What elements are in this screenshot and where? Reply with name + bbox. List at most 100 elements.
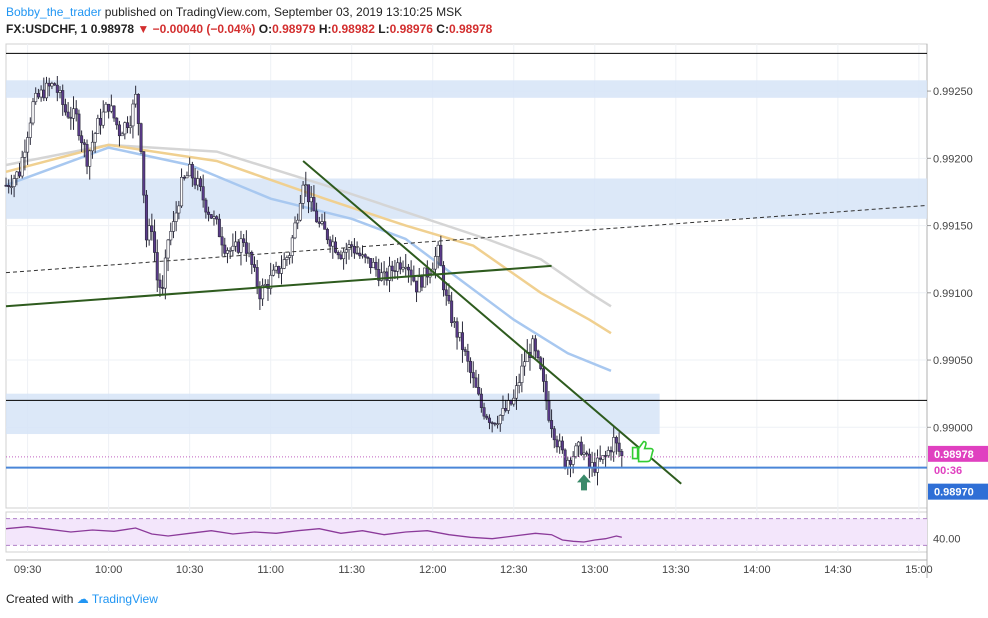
candle-body	[393, 270, 397, 272]
candle-body	[263, 284, 267, 286]
rsi-line	[5, 526, 622, 543]
candle-body	[506, 400, 510, 411]
change-value: −0.00040 (−0.04%)	[152, 22, 256, 36]
candle-body	[296, 219, 300, 224]
candle-body	[150, 225, 154, 232]
tradingview-brand[interactable]: TradingView	[91, 592, 158, 606]
footer: Created with ☁ TradingView	[6, 592, 158, 606]
candle-body	[123, 122, 127, 135]
candle-body	[585, 452, 589, 455]
candle-body	[342, 251, 346, 260]
candle-body	[512, 397, 516, 405]
candle-body	[90, 141, 94, 152]
candle-body	[80, 135, 84, 144]
candle-body	[509, 400, 513, 405]
candle-body	[36, 93, 40, 98]
trendline	[5, 264, 552, 308]
candle-body	[115, 117, 119, 126]
candle-body	[72, 108, 76, 119]
candle-body	[504, 408, 508, 411]
candle-body	[28, 122, 32, 138]
candle-body	[134, 93, 138, 105]
candle-body	[252, 264, 256, 268]
candle-body	[193, 177, 197, 186]
candle-body	[250, 251, 254, 265]
candle-body	[415, 280, 419, 293]
candle-body	[93, 133, 97, 143]
candle-body	[312, 197, 316, 212]
candle-body	[242, 238, 246, 243]
tradingview-logo-icon[interactable]: ☁	[76, 592, 89, 606]
main-pane-border	[5, 43, 928, 509]
candle-body	[139, 123, 143, 152]
candle-body	[23, 151, 27, 158]
publish-info: Bobby_the_trader published on TradingVie…	[6, 4, 926, 21]
moving-average-line	[5, 143, 612, 308]
trendline	[302, 160, 682, 485]
candle-body	[74, 108, 78, 115]
moving-average-line	[5, 143, 612, 335]
candle-body	[231, 245, 235, 251]
candle-body	[377, 269, 381, 281]
candle-body	[595, 457, 599, 473]
candle-body	[285, 257, 289, 260]
candle-body	[69, 116, 73, 119]
last-price-badge: 0.98978	[934, 449, 974, 461]
candle-body	[417, 276, 421, 293]
time-tick-label: 13:00	[581, 564, 609, 576]
candle-body	[18, 171, 22, 177]
last-price-value: 0.98978	[90, 22, 135, 36]
candle-body	[304, 184, 308, 187]
time-tick-label: 10:00	[95, 564, 123, 576]
candle-body	[369, 258, 373, 269]
candle-body	[204, 199, 208, 213]
candle-body	[571, 456, 575, 465]
time-tick-label: 12:30	[500, 564, 528, 576]
candle-body	[550, 420, 554, 430]
candle-body	[388, 265, 392, 281]
candle-body	[47, 82, 51, 87]
candle-body	[501, 408, 505, 416]
candle-body	[166, 239, 170, 259]
candle-body	[568, 460, 572, 465]
candle-body	[169, 231, 173, 241]
candle-body	[282, 259, 286, 269]
candle-body	[460, 332, 464, 350]
candle-body	[436, 244, 440, 257]
candle-body	[317, 221, 321, 224]
candle-body	[355, 252, 359, 255]
countdown-badge: 00:36	[934, 465, 962, 477]
markers	[576, 440, 654, 491]
candle-body	[198, 178, 202, 187]
candle-body	[255, 267, 259, 287]
time-tick-label: 10:30	[176, 564, 204, 576]
high-label: H:	[318, 22, 332, 36]
candle-body	[533, 338, 537, 352]
candle-body	[126, 122, 130, 128]
candle-body	[301, 184, 305, 204]
candle-body	[334, 241, 338, 253]
candle-body	[579, 441, 583, 455]
chart-header: Bobby_the_trader published on TradingVie…	[6, 4, 926, 37]
author-name[interactable]: Bobby_the_trader	[6, 5, 102, 19]
candle-body	[452, 321, 456, 324]
candle-body	[566, 460, 570, 468]
candle-body	[228, 250, 232, 252]
candle-body	[325, 229, 329, 241]
candle-body	[406, 266, 410, 271]
candle-body	[158, 279, 162, 288]
candle-body	[225, 250, 229, 254]
close-value: 0.98978	[448, 22, 493, 36]
candle-body	[493, 422, 497, 425]
time-tick-label: 15:00	[905, 564, 933, 576]
candle-body	[155, 252, 159, 281]
candle-body	[104, 103, 108, 113]
candle-body	[236, 241, 240, 253]
rsi-pane	[5, 518, 927, 546]
candle-body	[336, 252, 340, 256]
candle-body	[42, 89, 46, 99]
candle-body	[444, 289, 448, 296]
candle-body	[531, 338, 535, 358]
candle-body	[358, 252, 362, 257]
